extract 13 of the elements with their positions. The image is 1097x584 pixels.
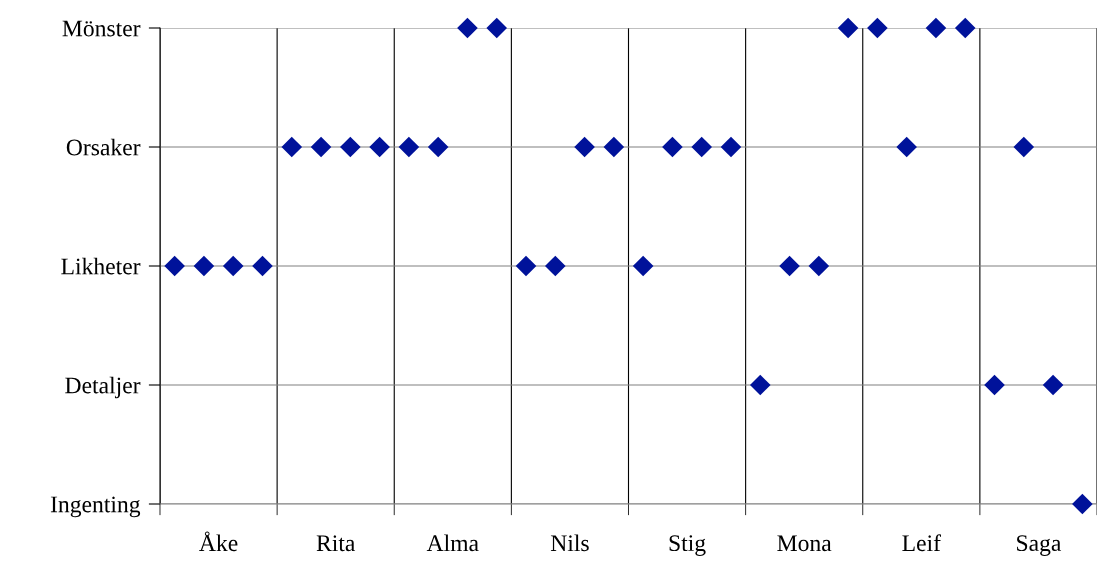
x-tick-label: Rita [316,535,356,552]
category-label: Likheter [61,257,141,275]
category-label: Ingenting [50,496,141,518]
category-label: Detaljer [65,376,141,399]
category-label: Orsaker [66,138,141,156]
x-tick-label: Stig [669,535,706,556]
category-label: Mönster [62,20,141,37]
x-tick-label: Alma [426,534,479,552]
x-tick-label: Nils [550,534,589,552]
x-tick-label: Mona [777,535,832,552]
x-tick-label: Saga [1017,535,1062,556]
x-tick-label: Leif [902,534,941,552]
x-tick-label: Åke [199,531,238,552]
